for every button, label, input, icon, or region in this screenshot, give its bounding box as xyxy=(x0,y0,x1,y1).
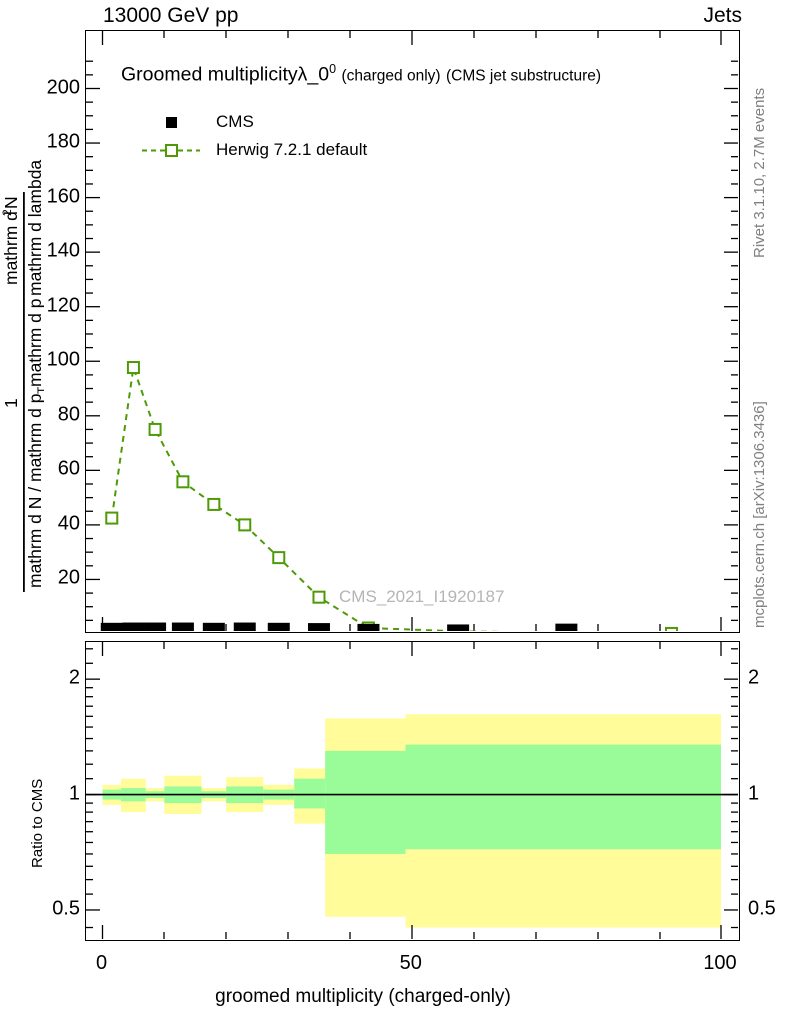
cms-marker xyxy=(144,622,167,632)
plot-title-sub2: (CMS jet substructure) xyxy=(445,67,602,85)
plot-title-main: Groomed multiplicity xyxy=(121,63,298,86)
x-tick-label: 0 xyxy=(95,952,108,974)
main-y-ticks xyxy=(86,60,738,622)
x-tick-label: 50 xyxy=(399,952,422,974)
ratio-plot-frame xyxy=(85,641,740,941)
main-plot-frame: Groomed multiplicityλ_00 (charged only) … xyxy=(85,30,740,633)
ratio-plot-area xyxy=(86,642,739,940)
series-herwig xyxy=(105,361,679,632)
legend-marker-cms xyxy=(138,109,208,135)
ratio-y-tick-label: 0.5 xyxy=(52,897,80,920)
yaxis-denominator-3: mathrm d lambda xyxy=(25,160,44,296)
cms-marker xyxy=(267,622,290,632)
main-plot-area xyxy=(86,31,739,632)
header-beam-energy: 13000 GeV pp xyxy=(103,4,239,27)
cms-marker xyxy=(171,622,194,632)
plot-title-lambda-sup: 0 xyxy=(329,62,337,76)
plot-title-sub1: (charged only) xyxy=(341,67,441,85)
herwig-marker xyxy=(176,475,190,489)
main-y-tick-label: 40 xyxy=(57,512,80,535)
ratio-y-tick-label-right: 0.5 xyxy=(748,897,776,920)
ratio-uncertainty-bands xyxy=(102,714,721,928)
main-y-tick-label: 20 xyxy=(57,566,80,589)
yaxis-denominator: mathrm d N / mathrm d p xyxy=(25,394,44,589)
legend-label-herwig: Herwig 7.2.1 default xyxy=(216,140,368,159)
yaxis-one: 1 xyxy=(1,398,21,408)
cms-marker xyxy=(122,622,145,632)
main-y-tick-label: 160 xyxy=(46,185,80,208)
mcplots-label: mcplots.cern.ch [arXiv:1306.3436] xyxy=(751,401,768,628)
herwig-marker xyxy=(105,511,119,525)
yaxis-fraction-bar xyxy=(23,192,25,592)
cms-marker xyxy=(100,622,123,632)
analysis-watermark: CMS_2021_I1920187 xyxy=(339,587,505,606)
xaxis-title: groomed multiplicity (charged-only) xyxy=(215,986,511,1007)
herwig-marker xyxy=(126,361,140,375)
right-side-annotations: Rivet 3.1.10, 2.7M events mcplots.cern.c… xyxy=(751,88,768,628)
legend-label-cms: CMS xyxy=(216,112,254,131)
yaxis-denominator-sub: T xyxy=(35,386,44,394)
series-cms xyxy=(100,622,578,632)
cms-marker xyxy=(233,622,256,632)
cms-marker xyxy=(447,624,470,632)
yaxis-numerator-exp: 2 xyxy=(0,209,14,216)
ratio-y-tick-label: 1 xyxy=(68,782,80,805)
ratio-band-green xyxy=(294,778,326,809)
yaxis-label-group: mathrm d 2 N 1 mathrm d N / mathrm d p T… xyxy=(0,0,49,633)
yaxis-numerator: mathrm d xyxy=(1,211,21,285)
yaxis-numerator-N: N xyxy=(1,196,21,209)
legend-marker-herwig xyxy=(138,137,208,163)
main-y-tick-labels: 20 40 60 80 100 120 140 160 180 200 xyxy=(20,0,80,1024)
plot-title: Groomed multiplicityλ_00 (charged only) … xyxy=(121,62,601,87)
ratio-y-tick-label: 2 xyxy=(68,666,80,689)
cms-marker xyxy=(555,623,578,632)
ratio-band-green xyxy=(325,750,406,854)
ratio-y-tick-label-right: 2 xyxy=(748,666,760,689)
ratio-y-tick-label-right: 1 xyxy=(748,782,760,805)
cms-marker xyxy=(202,622,225,632)
ratio-y-tick-labels-left: 0.5 1 2 xyxy=(20,0,80,1024)
ratio-band-green xyxy=(405,744,721,850)
herwig-marker xyxy=(238,518,252,532)
header-category: Jets xyxy=(703,4,742,27)
main-y-tick-label: 120 xyxy=(46,294,80,317)
cms-marker xyxy=(357,623,380,632)
ratio-ylabel-svg: Ratio to CMS xyxy=(29,779,46,868)
yaxis-label-svg: mathrm d 2 N 1 mathrm d N / mathrm d p T… xyxy=(0,160,49,592)
main-y-tick-label: 80 xyxy=(57,403,80,426)
main-y-tick-label: 60 xyxy=(57,457,80,480)
main-plot-svg xyxy=(86,31,738,632)
cms-marker xyxy=(307,623,330,632)
x-tick-label: 100 xyxy=(703,952,737,974)
yaxis-denominator-2: mathrm d p xyxy=(25,299,44,388)
rivet-version-label: Rivet 3.1.10, 2.7M events xyxy=(751,88,768,258)
main-y-tick-label: 180 xyxy=(46,130,80,153)
herwig-marker xyxy=(665,626,679,632)
herwig-marker xyxy=(272,551,286,565)
herwig-marker xyxy=(148,422,162,436)
herwig-line xyxy=(110,367,584,632)
main-y-tick-label: 200 xyxy=(46,76,80,98)
ratio-axis-ticks xyxy=(101,642,722,939)
main-y-tick-label: 100 xyxy=(46,348,80,371)
ratio-plot-svg xyxy=(86,642,738,939)
herwig-marker xyxy=(312,590,326,604)
herwig-marker xyxy=(207,497,221,511)
ratio-ylabel-text: Ratio to CMS xyxy=(29,779,46,868)
ratio-y-ticks xyxy=(86,648,738,929)
ratio-y-tick-labels-right: 0.5 1 2 xyxy=(748,0,786,1024)
plot-title-lambda: λ_0 xyxy=(297,63,330,86)
main-y-tick-label: 140 xyxy=(46,239,80,262)
